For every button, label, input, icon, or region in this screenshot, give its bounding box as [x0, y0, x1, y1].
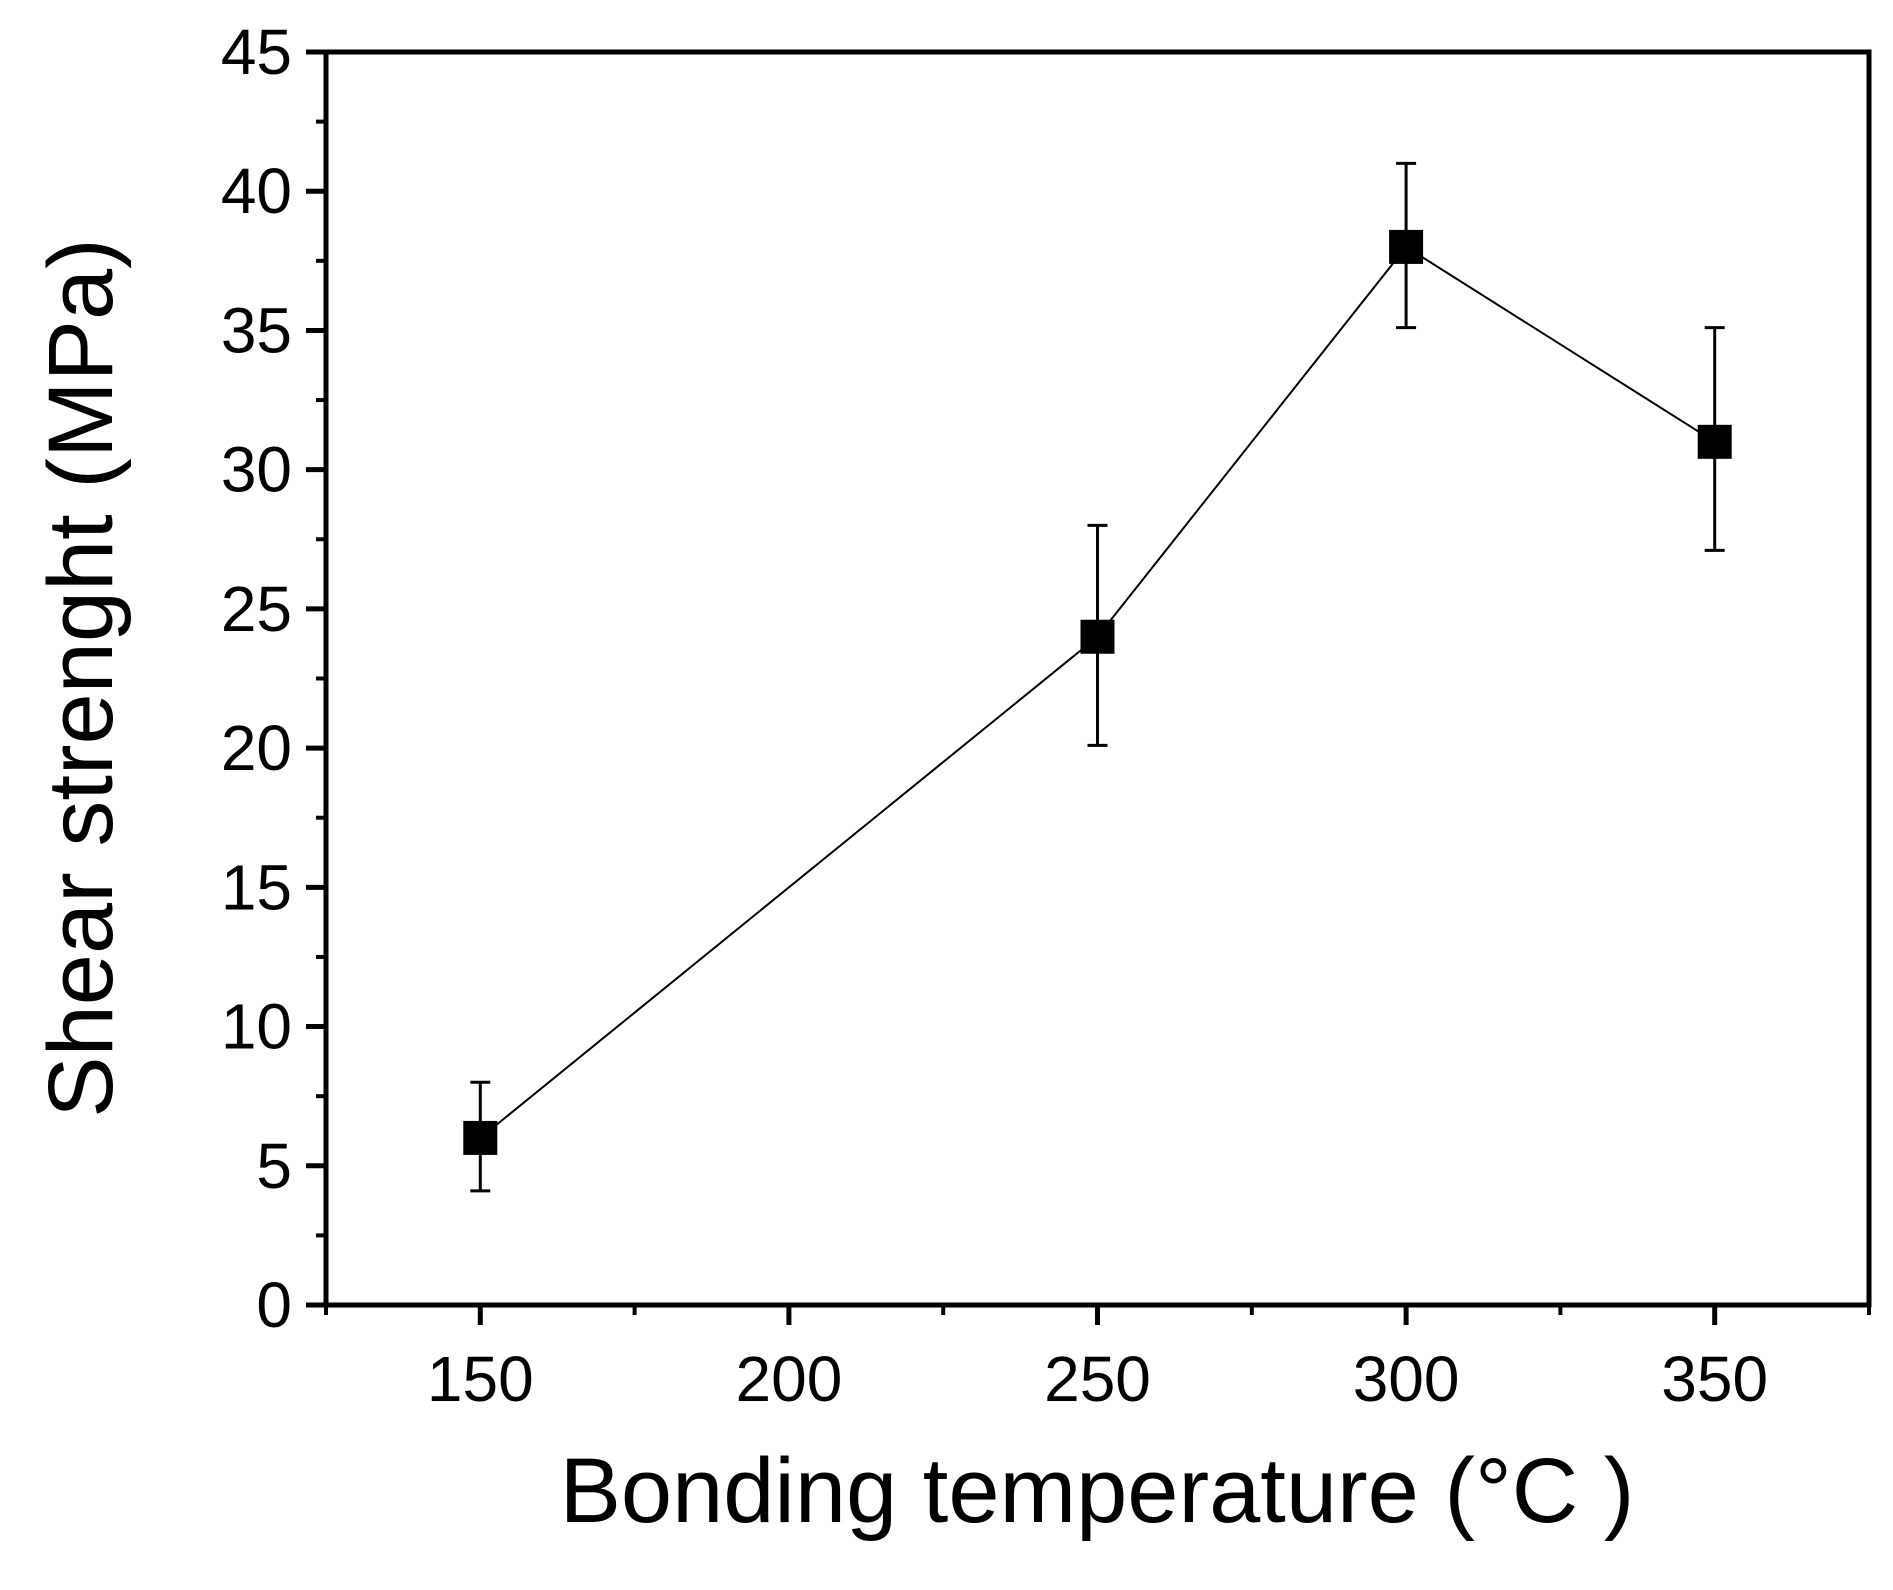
data-point	[1697, 424, 1732, 459]
y-tick-label: 40	[221, 155, 292, 227]
data-point	[463, 1120, 498, 1155]
x-tick-label: 350	[1661, 1343, 1768, 1415]
series-line	[479, 245, 1716, 1139]
data-point	[1080, 619, 1115, 654]
y-axis-title: Shear strenght (MPa)	[30, 238, 132, 1117]
y-tick-label: 0	[256, 1269, 292, 1341]
y-tick-label: 10	[221, 991, 292, 1063]
x-tick-label: 200	[736, 1343, 843, 1415]
x-tick-label: 300	[1353, 1343, 1460, 1415]
y-tick-label: 35	[221, 294, 292, 366]
y-tick-label: 25	[221, 573, 292, 645]
x-tick-label: 250	[1044, 1343, 1151, 1415]
y-tick-label: 45	[221, 16, 292, 88]
y-tick-label: 30	[221, 434, 292, 506]
y-axis: 0 5 10 15 20 25 30 35 40 45	[221, 16, 326, 1341]
y-tick-label: 15	[221, 851, 292, 923]
data-point	[1389, 229, 1424, 264]
x-axis: 150 200 250 300 350	[324, 1305, 1871, 1415]
series-layer	[463, 161, 1732, 1193]
y-tick-label: 20	[221, 712, 292, 784]
x-axis-title: Bonding temperature (°C )	[560, 1440, 1635, 1542]
x-tick-label: 150	[427, 1343, 534, 1415]
y-tick-label: 5	[256, 1130, 292, 1202]
